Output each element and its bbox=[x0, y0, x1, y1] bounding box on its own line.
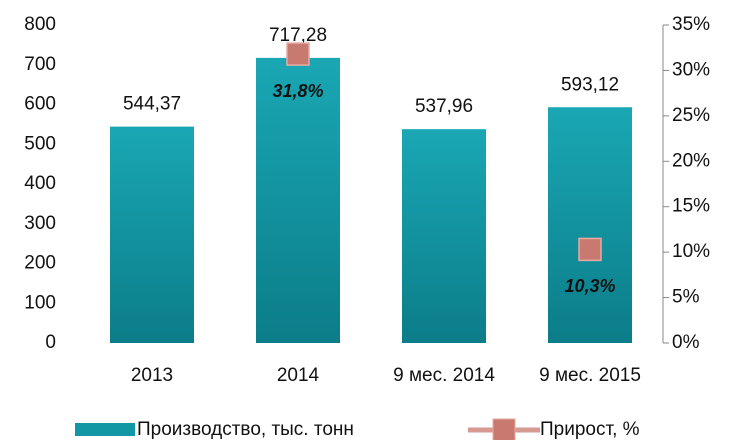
bar bbox=[548, 107, 632, 343]
marker-value-label: 31,8% bbox=[272, 81, 323, 101]
y2-tick-label: 25% bbox=[672, 105, 710, 126]
y2-tick-label: 15% bbox=[672, 196, 710, 217]
y-tick-label: 0 bbox=[45, 332, 56, 353]
y2-tick-label: 5% bbox=[672, 287, 700, 308]
legend-marker bbox=[492, 418, 516, 440]
legend-label: Прирост, % bbox=[540, 419, 640, 440]
y2-tick-label: 0% bbox=[672, 332, 700, 353]
bar bbox=[256, 57, 340, 344]
y-tick-label: 300 bbox=[24, 213, 56, 234]
y-tick-label: 700 bbox=[24, 54, 56, 75]
marker-value-label: 10,3% bbox=[564, 276, 615, 296]
y2-tick-label: 30% bbox=[672, 59, 710, 80]
bar-value-label: 593,12 bbox=[561, 74, 619, 95]
bar-value-label: 537,96 bbox=[415, 96, 473, 117]
x-tick-label: 9 мес. 2014 bbox=[393, 365, 495, 386]
y2-tick-label: 20% bbox=[672, 150, 710, 171]
bar-value-label: 717,28 bbox=[269, 25, 327, 46]
bar bbox=[402, 129, 486, 343]
legend-swatch bbox=[75, 423, 135, 436]
y-tick-label: 800 bbox=[24, 14, 56, 35]
y-tick-label: 400 bbox=[24, 173, 56, 194]
x-tick-label: 2013 bbox=[131, 365, 173, 386]
bar bbox=[110, 126, 194, 344]
y2-tick-label: 10% bbox=[672, 241, 710, 262]
legend-label: Производство, тыс. тонн bbox=[137, 419, 354, 440]
marker bbox=[578, 237, 602, 262]
marker bbox=[286, 42, 310, 66]
x-tick-label: 9 мес. 2015 bbox=[539, 365, 641, 386]
bar-value-label: 544,37 bbox=[123, 94, 181, 115]
y-tick-label: 100 bbox=[24, 292, 56, 313]
y-tick-label: 600 bbox=[24, 94, 56, 115]
y-tick-label: 500 bbox=[24, 133, 56, 154]
y2-tick-label: 35% bbox=[672, 14, 710, 35]
x-tick-label: 2014 bbox=[277, 365, 320, 386]
y-tick-label: 200 bbox=[24, 253, 56, 274]
